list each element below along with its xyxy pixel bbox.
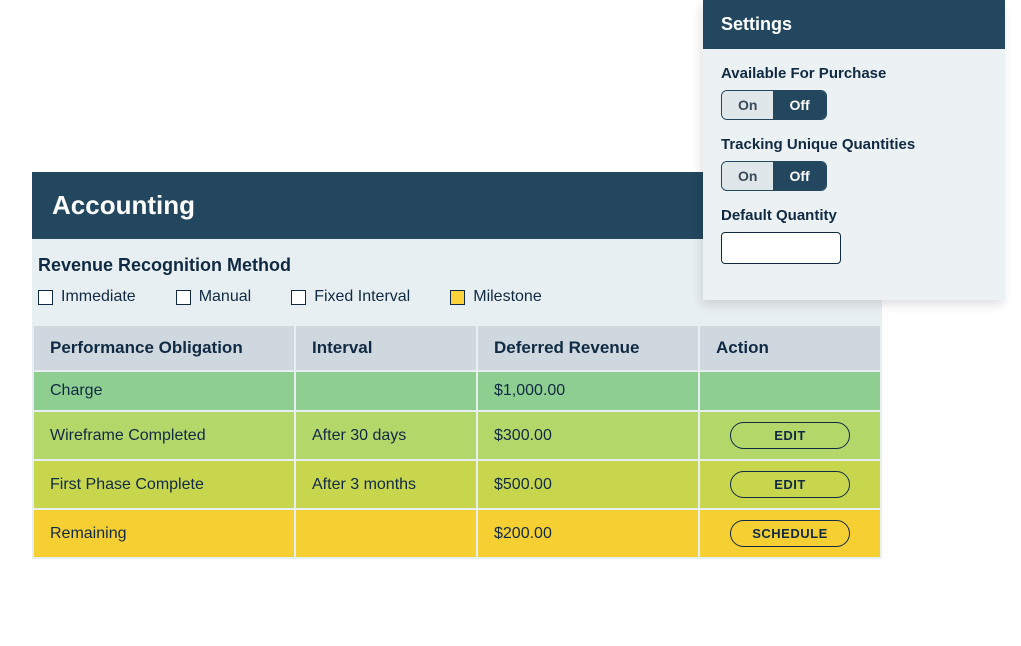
- cell-revenue: $1,000.00: [478, 372, 698, 410]
- option-fixed-interval[interactable]: Fixed Interval: [291, 288, 410, 306]
- cell-action: EDIT: [700, 412, 880, 459]
- checkbox-icon[interactable]: [450, 290, 465, 305]
- table-row: First Phase CompleteAfter 3 months$500.0…: [34, 461, 880, 508]
- available-off[interactable]: Off: [773, 91, 825, 119]
- edit-button[interactable]: EDIT: [730, 471, 850, 498]
- option-milestone[interactable]: Milestone: [450, 288, 541, 306]
- cell-obligation: Charge: [34, 372, 294, 410]
- option-immediate[interactable]: Immediate: [38, 288, 136, 306]
- settings-body: Available For Purchase On Off Tracking U…: [703, 49, 1005, 300]
- settings-title: Settings: [703, 0, 1005, 49]
- table-row: Charge $1,000.00: [34, 372, 880, 410]
- available-toggle[interactable]: On Off: [721, 90, 827, 120]
- table-row: Wireframe CompletedAfter 30 days$300.00 E…: [34, 412, 880, 459]
- default-qty-label: Default Quantity: [721, 207, 987, 224]
- option-label: Immediate: [61, 288, 136, 306]
- option-label: Manual: [199, 288, 251, 306]
- cell-interval: After 30 days: [296, 412, 476, 459]
- tracking-toggle[interactable]: On Off: [721, 161, 827, 191]
- default-qty-group: Default Quantity: [721, 207, 987, 264]
- cell-obligation: Remaining: [34, 510, 294, 557]
- schedule-button[interactable]: SCHEDULE: [730, 520, 850, 547]
- available-label: Available For Purchase: [721, 65, 987, 82]
- tracking-on[interactable]: On: [722, 162, 773, 190]
- cell-action: EDIT: [700, 461, 880, 508]
- tracking-label: Tracking Unique Quantities: [721, 136, 987, 153]
- column-header: Interval: [296, 326, 476, 370]
- default-qty-input[interactable]: [721, 232, 841, 264]
- column-header: Deferred Revenue: [478, 326, 698, 370]
- cell-obligation: First Phase Complete: [34, 461, 294, 508]
- cell-action: SCHEDULE: [700, 510, 880, 557]
- option-manual[interactable]: Manual: [176, 288, 251, 306]
- cell-interval: After 3 months: [296, 461, 476, 508]
- tracking-off[interactable]: Off: [773, 162, 825, 190]
- option-label: Fixed Interval: [314, 288, 410, 306]
- edit-button[interactable]: EDIT: [730, 422, 850, 449]
- cell-revenue: $500.00: [478, 461, 698, 508]
- checkbox-icon[interactable]: [176, 290, 191, 305]
- checkbox-icon[interactable]: [291, 290, 306, 305]
- table-row: Remaining $200.00 SCHEDULE: [34, 510, 880, 557]
- available-on[interactable]: On: [722, 91, 773, 119]
- available-for-purchase-group: Available For Purchase On Off: [721, 65, 987, 120]
- checkbox-icon[interactable]: [38, 290, 53, 305]
- tracking-group: Tracking Unique Quantities On Off: [721, 136, 987, 191]
- settings-panel: Settings Available For Purchase On Off T…: [703, 0, 1005, 300]
- cell-interval: [296, 510, 476, 557]
- column-header: Performance Obligation: [34, 326, 294, 370]
- cell-revenue: $200.00: [478, 510, 698, 557]
- option-label: Milestone: [473, 288, 541, 306]
- cell-obligation: Wireframe Completed: [34, 412, 294, 459]
- column-header: Action: [700, 326, 880, 370]
- obligations-table: Performance ObligationIntervalDeferred R…: [32, 324, 882, 559]
- cell-revenue: $300.00: [478, 412, 698, 459]
- cell-action: [700, 372, 880, 410]
- cell-interval: [296, 372, 476, 410]
